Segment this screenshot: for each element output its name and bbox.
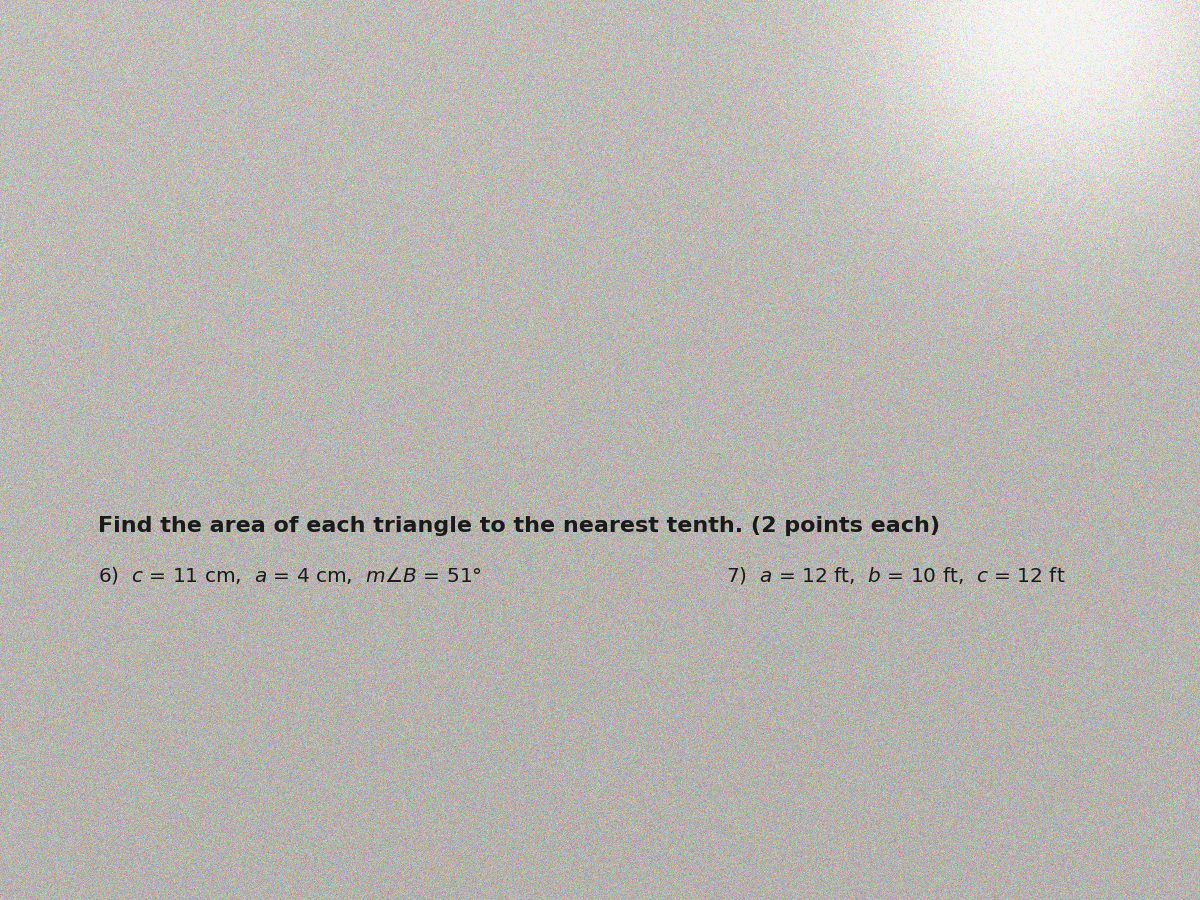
Text: Find the area of each triangle to the nearest tenth. (2 points each): Find the area of each triangle to the ne… xyxy=(98,517,941,536)
Text: 7)  $a$ = 12 ft,  $b$ = 10 ft,  $c$ = 12 ft: 7) $a$ = 12 ft, $b$ = 10 ft, $c$ = 12 ft xyxy=(726,565,1066,587)
Text: 6)  $c$ = 11 cm,  $a$ = 4 cm,  $m\angle B$ = 51°: 6) $c$ = 11 cm, $a$ = 4 cm, $m\angle B$ … xyxy=(98,565,482,587)
